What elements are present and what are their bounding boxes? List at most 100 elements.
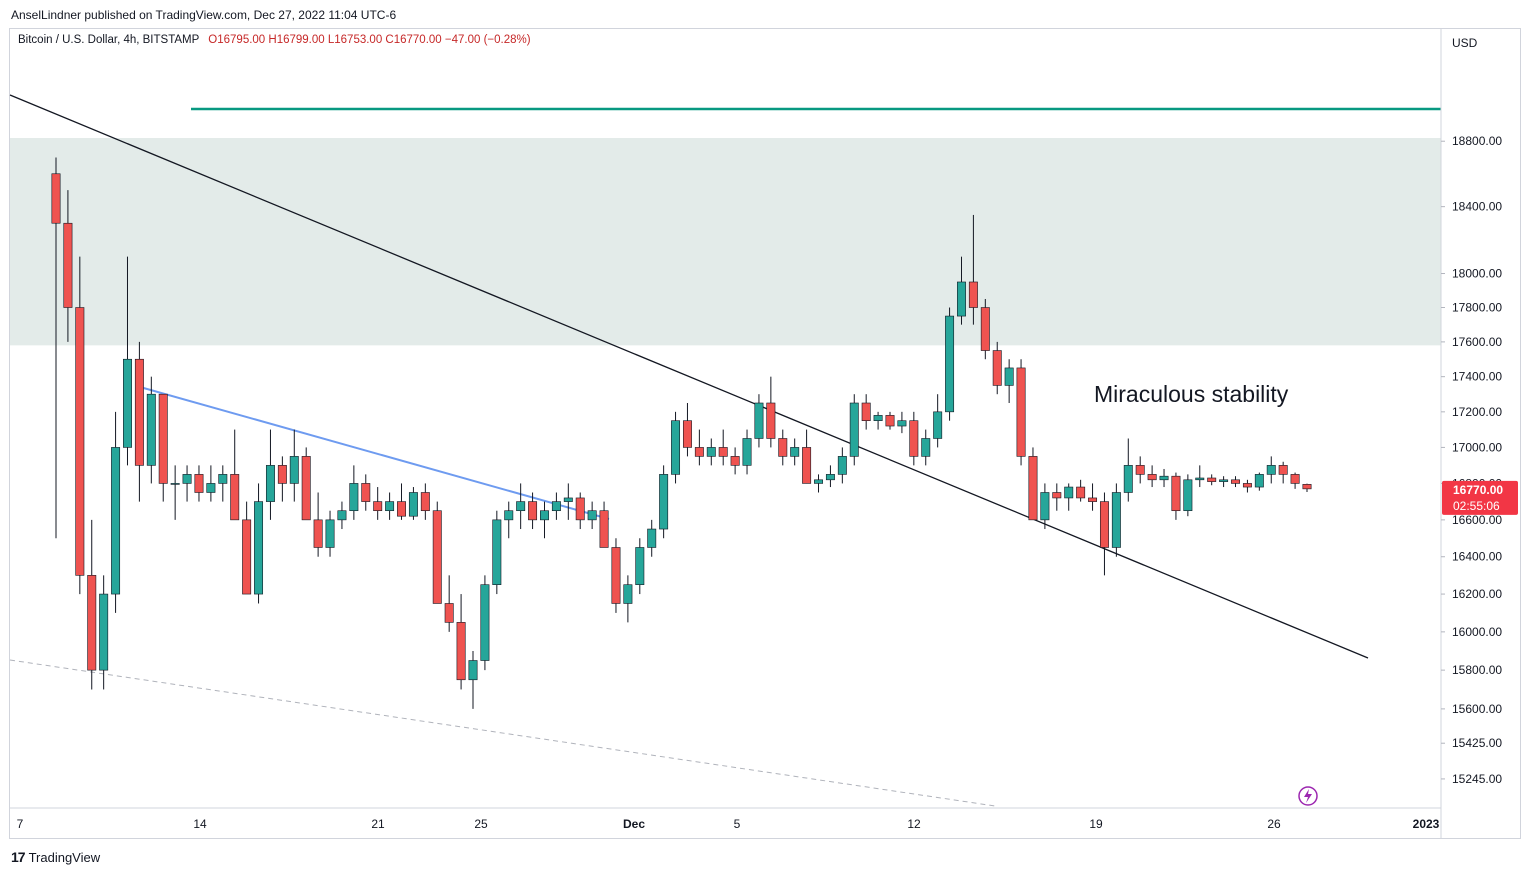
candle	[468, 650, 478, 709]
candle	[754, 394, 764, 448]
candle-body	[992, 350, 1002, 386]
candle-body	[968, 281, 978, 308]
currency-label: USD	[1452, 36, 1478, 50]
candle	[933, 394, 943, 448]
candle	[897, 411, 907, 434]
candle	[814, 474, 823, 493]
candle-body	[373, 501, 383, 512]
candle-body	[1147, 474, 1157, 481]
candle	[1016, 359, 1026, 466]
candle-body	[1183, 479, 1193, 512]
candle-body	[599, 510, 609, 548]
candle	[134, 341, 144, 502]
candle-body	[158, 393, 168, 484]
candle-body	[933, 411, 943, 439]
candle	[1254, 472, 1264, 491]
candle-body	[694, 447, 704, 457]
candle-body	[99, 593, 109, 671]
candle	[1076, 479, 1086, 502]
tradingview-logo[interactable]: 17 TradingView	[11, 849, 100, 865]
ohlc-values: O16795.00 H16799.00 L16753.00 C16770.00 …	[208, 34, 531, 46]
candle	[1123, 438, 1133, 502]
candle	[1231, 476, 1240, 488]
candle	[873, 411, 883, 430]
candle	[265, 429, 275, 520]
candle-body	[325, 519, 335, 548]
candle	[170, 465, 180, 520]
candle-body	[563, 497, 573, 502]
candle-body	[134, 358, 144, 466]
x-tick-label: 2023	[1413, 817, 1440, 831]
candle	[1266, 456, 1276, 484]
candle-body	[301, 456, 311, 521]
candle-body	[1171, 475, 1181, 512]
candle	[1195, 465, 1205, 488]
candle	[1290, 472, 1300, 489]
candle	[349, 465, 359, 520]
candle	[647, 519, 657, 557]
candle-body	[682, 420, 692, 448]
candle	[1159, 468, 1169, 488]
candle	[516, 483, 526, 530]
candle	[337, 501, 347, 530]
candle	[1040, 483, 1050, 530]
current-price-label: 16770.00	[1453, 483, 1503, 497]
candle-body	[111, 447, 121, 595]
candle-body	[289, 456, 299, 484]
candle-body	[1195, 477, 1205, 481]
chart-frame	[9, 28, 1521, 839]
candle-body	[825, 474, 835, 481]
x-tick-label: 21	[371, 817, 385, 831]
candle	[968, 214, 978, 325]
y-tick-label: 17200.00	[1452, 405, 1502, 419]
candle-body	[1135, 465, 1145, 475]
candle	[444, 575, 454, 632]
candle	[718, 429, 728, 466]
candle-body	[980, 307, 990, 351]
candle-body	[945, 315, 955, 413]
candle-body	[63, 222, 73, 308]
candle	[730, 447, 740, 475]
candle	[480, 575, 490, 671]
black-trendline	[9, 94, 1369, 659]
candle	[63, 190, 73, 342]
candle-body	[611, 547, 621, 604]
candle-body	[754, 402, 764, 439]
candle-body	[873, 415, 883, 421]
candle	[1064, 483, 1074, 511]
candle	[790, 438, 800, 466]
candle-body	[1028, 456, 1038, 521]
candle-body	[849, 402, 859, 457]
y-tick-label: 18400.00	[1452, 200, 1502, 214]
candle-body	[1159, 475, 1169, 481]
candle-body	[1242, 483, 1252, 488]
candle	[277, 456, 287, 502]
candle	[659, 465, 669, 539]
candle	[397, 483, 406, 520]
candle	[1004, 359, 1014, 404]
candle-body	[885, 415, 895, 427]
candle	[432, 501, 442, 604]
lightning-icon-bolt	[1304, 789, 1312, 803]
candle	[1052, 483, 1062, 511]
supply-zone	[10, 137, 1441, 346]
candle-body	[659, 474, 669, 530]
candle	[1147, 465, 1157, 488]
lightning-icon[interactable]	[1298, 786, 1318, 806]
candle	[1183, 474, 1193, 517]
candle-body	[921, 438, 931, 457]
candle	[206, 465, 216, 502]
candle	[1219, 476, 1229, 488]
candle	[528, 492, 538, 530]
candle	[945, 307, 955, 421]
candle	[909, 411, 919, 466]
candle-body	[432, 510, 442, 604]
y-tick-label: 16200.00	[1452, 587, 1502, 601]
dashed-support-line	[9, 659, 996, 807]
candle	[1302, 483, 1312, 492]
candle-body	[1076, 486, 1086, 499]
candle-body	[814, 479, 823, 484]
candle	[551, 492, 561, 520]
candle	[99, 575, 109, 690]
